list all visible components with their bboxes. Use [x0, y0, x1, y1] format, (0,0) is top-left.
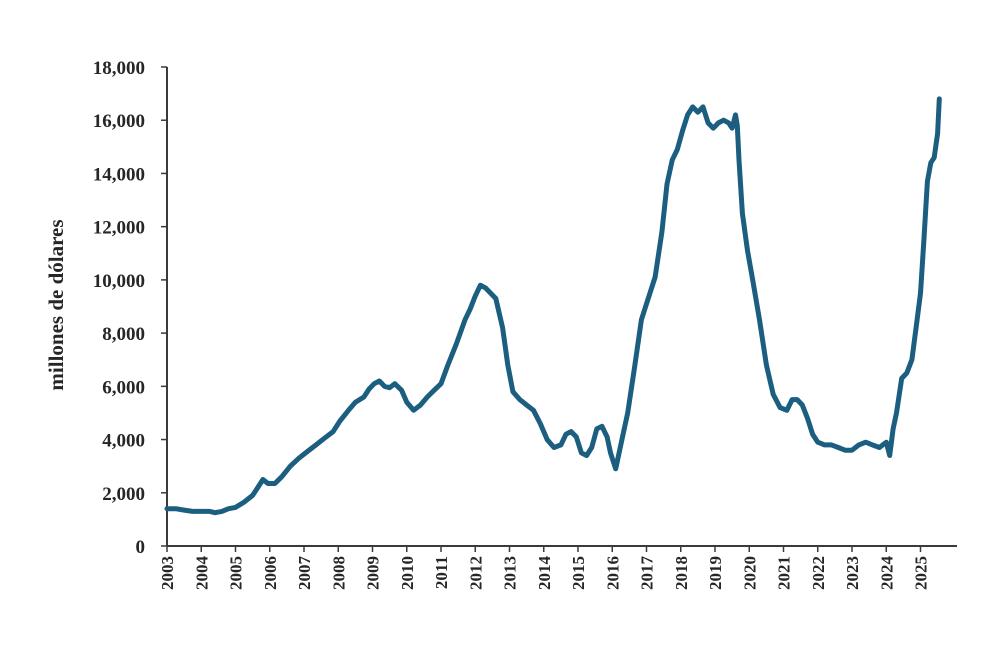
x-tick-label: 2012	[466, 556, 485, 590]
y-axis-label: millones de dólares	[44, 219, 68, 390]
x-tick-label: 2017	[638, 556, 657, 591]
x-tick-label: 2013	[501, 556, 520, 590]
y-tick-label: 6,000	[102, 377, 145, 398]
x-tick-label: 2019	[706, 556, 725, 590]
y-tick-label: 18,000	[93, 58, 145, 79]
x-tick-label: 2005	[227, 556, 246, 590]
y-tick-label: 4,000	[102, 431, 145, 452]
x-tick-label: 2008	[329, 556, 348, 590]
x-tick-label: 2024	[877, 556, 896, 591]
x-tick-label: 2016	[603, 556, 622, 590]
y-tick-label: 14,000	[93, 164, 145, 185]
series-line	[164, 96, 942, 516]
x-tick-label: 2009	[364, 556, 383, 590]
x-tick-label: 2011	[432, 556, 451, 589]
y-tick-label: 8,000	[102, 324, 145, 345]
y-tick-label: 12,000	[93, 218, 145, 239]
x-tick-label: 2014	[535, 556, 554, 591]
x-tick-label: 2007	[295, 556, 314, 591]
x-tick-label: 2023	[843, 556, 862, 590]
x-tick-label: 2015	[569, 556, 588, 590]
y-tick-label: 10,000	[93, 271, 145, 292]
x-tick-label: 2022	[809, 556, 828, 590]
x-tick-label: 2020	[740, 556, 759, 590]
x-tick-label: 2025	[912, 556, 931, 590]
y-tick-label: 2,000	[102, 484, 145, 505]
x-tick-label: 2003	[158, 556, 177, 590]
y-axis: 0 2,000 4,000 6,000 8,000 10,000 12,000 14,000 1…	[93, 58, 167, 558]
y-tick-label: 0	[136, 537, 146, 558]
x-axis: 2003 2004 2005 2006 2007 2008 2009 2010 2011 2012…	[158, 546, 931, 590]
x-tick-label: 2018	[672, 556, 691, 590]
y-tick-label: 16,000	[93, 111, 145, 132]
x-tick-label: 2004	[192, 556, 211, 591]
plot-area	[164, 96, 942, 516]
x-tick-label: 2021	[775, 556, 794, 590]
x-tick-label: 2010	[398, 556, 417, 590]
x-tick-label: 2006	[261, 556, 280, 590]
